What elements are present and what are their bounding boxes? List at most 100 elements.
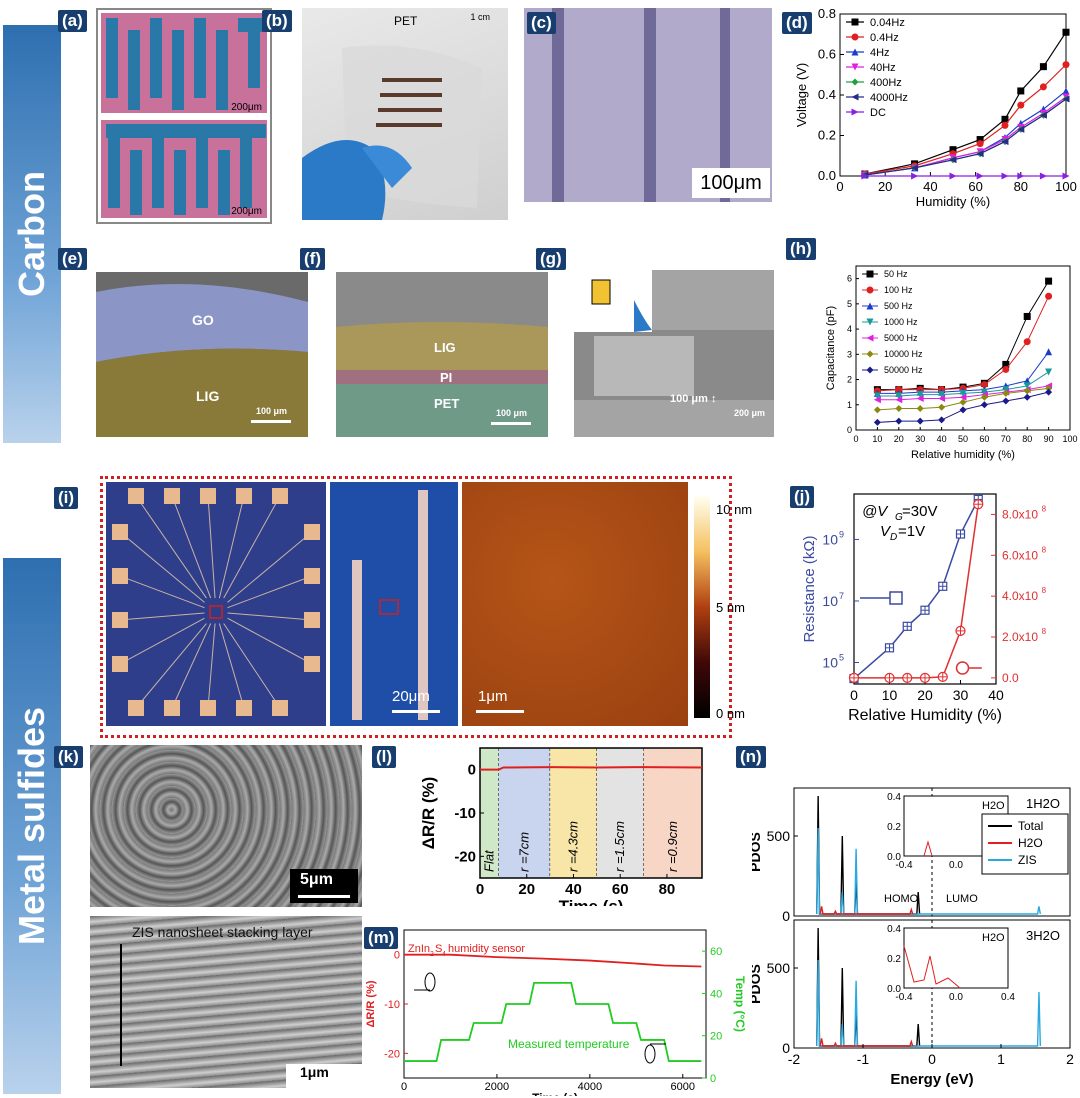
shaded-region — [596, 748, 644, 878]
y-tick-label: 10 — [822, 593, 838, 609]
data-point — [1017, 125, 1025, 133]
legend-label: Total — [1018, 819, 1043, 833]
condition-subscript: G — [895, 512, 903, 523]
x-tick-label: 30 — [953, 687, 969, 703]
data-point — [895, 396, 903, 404]
region-label: r =4.3cm — [565, 821, 580, 872]
panel-tag-k: (k) — [54, 746, 83, 768]
inset-x-tick-label: 0.0 — [949, 992, 963, 1003]
legend-label: DC — [870, 107, 886, 119]
chart-m: 0 2000 4000 6000 0 -10 -20 0 20 40 60 Time (s) ΔR/R … — [365, 929, 747, 1096]
inset-x-tick-label: 0.0 — [949, 860, 963, 871]
contact-pad — [304, 568, 320, 584]
chart-n: 0500PDOS1H2OH2O0.00.20.4-0.40.00.40500PD… — [752, 787, 1074, 1088]
legend-marker — [866, 286, 874, 294]
data-point — [959, 393, 967, 401]
condition-subscript: D — [890, 532, 897, 543]
panel-i-device — [106, 482, 326, 726]
data-point — [980, 388, 988, 396]
data-point — [1039, 63, 1047, 71]
data-point — [1039, 83, 1047, 91]
inset-y-tick-label: 0.4 — [887, 792, 901, 803]
channel-illustration — [352, 490, 428, 720]
legend-marker — [866, 334, 874, 342]
y-tick-label-right: 8.0x10 — [1002, 507, 1038, 521]
data-point — [873, 396, 881, 404]
contact-pad — [112, 524, 128, 540]
y-tick-label: 10 — [822, 654, 838, 670]
y-tick-label: 0.6 — [818, 47, 836, 62]
contact-pad — [128, 488, 144, 504]
subplot-label: 1H2O — [1026, 796, 1060, 811]
legend-marker — [866, 350, 874, 358]
data-point — [916, 417, 924, 425]
device-lead — [227, 531, 313, 603]
layer-label-go: GO — [192, 312, 214, 328]
device-lead — [135, 495, 207, 599]
legend-label: 0.04Hz — [870, 17, 905, 29]
legend-marker — [866, 270, 874, 278]
y-tick-label-right: 20 — [710, 1031, 722, 1043]
legend-label: 100 Hz — [884, 285, 913, 295]
y-tick-label: 1 — [847, 400, 852, 410]
x-tick-label: 0 — [401, 1081, 407, 1093]
panel-tag-l: (l) — [372, 746, 397, 768]
axis-indicator — [424, 972, 436, 992]
layer-label-lig: LIG — [434, 340, 456, 355]
x-tick-label: 50 — [958, 434, 968, 444]
device-lead — [119, 617, 205, 665]
x-tick-label: 30 — [915, 434, 925, 444]
data-point — [959, 406, 967, 414]
panel-f-sem: LIG PI PET 100 μm — [336, 272, 548, 437]
y-tick-label-right: 60 — [710, 946, 722, 958]
inset-y-tick-label: 0.4 — [887, 924, 901, 935]
axis-indicator — [644, 1044, 656, 1064]
x-tick-label: 20 — [518, 881, 535, 898]
data-point — [1062, 28, 1070, 36]
y-tick-label: -10 — [384, 999, 400, 1011]
substrate-label: PET — [394, 14, 418, 28]
sem-illustration — [574, 270, 774, 437]
scale-label: 1 cm — [470, 12, 490, 22]
legend-marker — [851, 93, 859, 101]
device-lead — [119, 531, 205, 603]
contact-pad — [112, 656, 128, 672]
data-point — [1062, 172, 1070, 180]
x-tick-label: 90 — [1044, 434, 1054, 444]
condition-label: @V — [862, 503, 889, 520]
device-lead — [171, 495, 212, 599]
chart-d: 0 20 40 60 80 100 0.0 0.2 0.4 0.6 0.8 Humidity (%) V… — [794, 6, 1077, 209]
layer-label-lig: LIG — [196, 388, 220, 404]
legend-label: 50 Hz — [884, 269, 908, 279]
contact-pad — [164, 700, 180, 716]
legend-marker — [866, 366, 874, 374]
y-tick-label: 0 — [782, 1040, 790, 1056]
data-point — [1045, 277, 1053, 285]
x-tick-label: 40 — [565, 881, 582, 898]
y-axis-label-right: Temp (°C) — [733, 976, 747, 1032]
panel-g-sem: 100 μm ↕ 200 μm — [574, 270, 774, 437]
device-lead — [207, 623, 216, 709]
panel-tag-d: (d) — [782, 12, 812, 34]
shaded-region — [550, 748, 597, 878]
side-label-metal-sulfides: Metal sulfides — [3, 558, 61, 1094]
x-tick-label: 40 — [988, 687, 1004, 703]
cross-section-caption: ZIS nanosheet stacking layer — [132, 924, 313, 940]
y-axis-label: ΔR/R (%) — [365, 980, 377, 1027]
panel-c-micrograph: 100μm — [524, 8, 772, 202]
zoom-region — [209, 605, 223, 619]
inset-label: H2O — [982, 932, 1005, 944]
series-line — [864, 64, 1067, 175]
x-tick-label: 10 — [882, 687, 898, 703]
y-tick-label-right: 0.0 — [1002, 671, 1019, 685]
shaded-region — [480, 748, 499, 878]
inset-x-tick-label: 0.4 — [1001, 992, 1015, 1003]
panel-tag-h: (h) — [786, 238, 816, 260]
legend-label: 40Hz — [870, 62, 896, 74]
y-tick-label: 0 — [468, 762, 476, 779]
contact-pad — [304, 524, 320, 540]
legend-label-red: ZnIn — [408, 943, 430, 955]
y-tick-label: 0.0 — [818, 168, 836, 183]
panel-tag-n: (n) — [736, 746, 766, 768]
data-point — [1045, 292, 1053, 300]
